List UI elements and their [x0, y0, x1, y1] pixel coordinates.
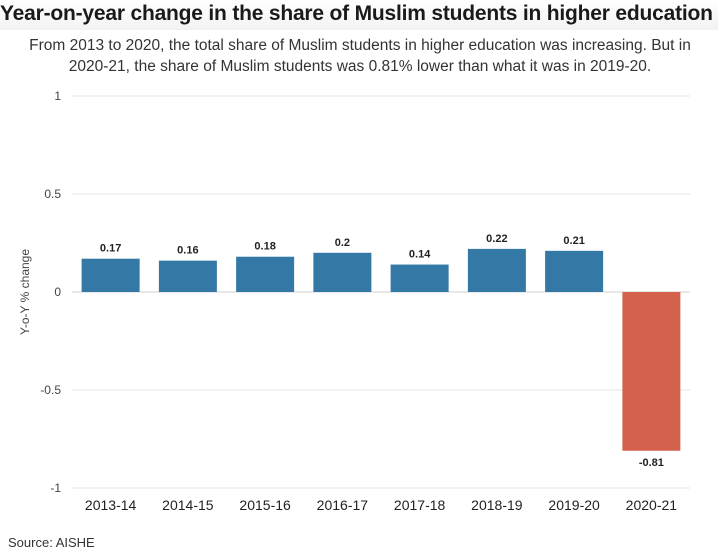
x-tick-label: 2015-16: [239, 497, 291, 513]
data-labels: 0.17 0.16 0.18 0.2 0.14 0.22 0.21 -0.81: [100, 233, 664, 469]
data-label: 0.21: [563, 235, 584, 247]
y-tick-label: 0: [54, 285, 61, 299]
data-label: 0.17: [100, 243, 121, 255]
data-label: 0.14: [409, 249, 431, 261]
x-tick-label: 2013-14: [85, 497, 137, 513]
bar-2014-15: [158, 260, 217, 292]
bar-2018-19: [467, 248, 526, 292]
bar-2019-20: [545, 250, 604, 292]
x-tick-label: 2014-15: [162, 497, 214, 513]
bar-2020-21: [622, 292, 681, 451]
data-label: 0.18: [254, 241, 275, 253]
bar-2017-18: [390, 264, 449, 292]
chart-subtitle: From 2013 to 2020, the total share of Mu…: [29, 37, 691, 75]
title-background: [0, 0, 718, 30]
y-tick-label: 1: [54, 89, 61, 103]
y-tick-label: 0.5: [44, 187, 61, 201]
source-note: Source: AISHE: [8, 535, 95, 550]
x-tick-label: 2016-17: [317, 497, 369, 513]
data-label: -0.81: [639, 457, 664, 469]
bars: [81, 248, 681, 451]
x-tick-label: 2019-20: [548, 497, 600, 513]
data-label: 0.16: [177, 245, 198, 257]
bar-2015-16: [236, 256, 295, 292]
data-label: 0.2: [335, 237, 350, 249]
y-axis-ticks: 1 0.5 0 -0.5 -1: [40, 89, 61, 495]
bar-2013-14: [81, 258, 140, 292]
y-axis-label: Y-o-Y % change: [18, 249, 32, 335]
chart-title: Year-on-year change in the share of Musl…: [0, 2, 713, 25]
y-tick-label: -1: [50, 481, 61, 495]
y-tick-label: -0.5: [40, 383, 61, 397]
x-tick-label: 2017-18: [394, 497, 446, 513]
x-tick-label: 2018-19: [471, 497, 523, 513]
bar-2016-17: [313, 252, 372, 292]
x-axis-ticks: 2013-14 2014-15 2015-16 2016-17 2017-18 2018-…: [85, 497, 677, 513]
data-label: 0.22: [486, 233, 507, 245]
x-tick-label: 2020-21: [626, 497, 678, 513]
